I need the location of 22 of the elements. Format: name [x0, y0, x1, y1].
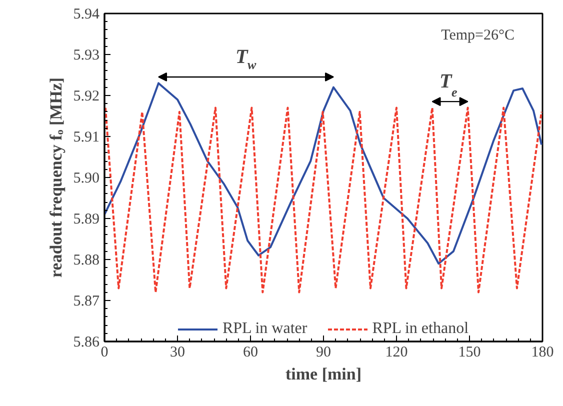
y-tick-label: 5.94: [73, 6, 100, 22]
y-tick-label: 5.91: [73, 130, 100, 146]
x-tick-label: 120: [385, 344, 408, 360]
x-axis-title: time [min]: [286, 364, 362, 384]
legend-label: RPL in ethanol: [372, 320, 469, 338]
x-tick-label: 90: [316, 344, 331, 360]
x-tick-label: 150: [458, 344, 481, 360]
x-tick-label: 60: [243, 344, 258, 360]
y-tick-label: 5.90: [73, 170, 100, 186]
y-axis-title: readout frequency fₒ [MHz]: [46, 77, 66, 278]
y-tick-label: 5.86: [73, 334, 100, 350]
y-tick-label: 5.88: [73, 252, 100, 268]
y-tick-label: 5.93: [73, 48, 100, 64]
y-tick-label: 5.87: [73, 294, 100, 310]
line-series: [104, 106, 542, 294]
x-tick-label: 30: [170, 344, 185, 360]
y-tick-label: 5.89: [73, 212, 100, 228]
x-tick-label: 180: [531, 344, 554, 360]
annotation: Temp=26°C: [441, 28, 515, 44]
x-tick-label: 0: [100, 344, 108, 360]
y-tick-label: 5.92: [73, 88, 100, 104]
legend-label: RPL in water: [222, 320, 308, 338]
